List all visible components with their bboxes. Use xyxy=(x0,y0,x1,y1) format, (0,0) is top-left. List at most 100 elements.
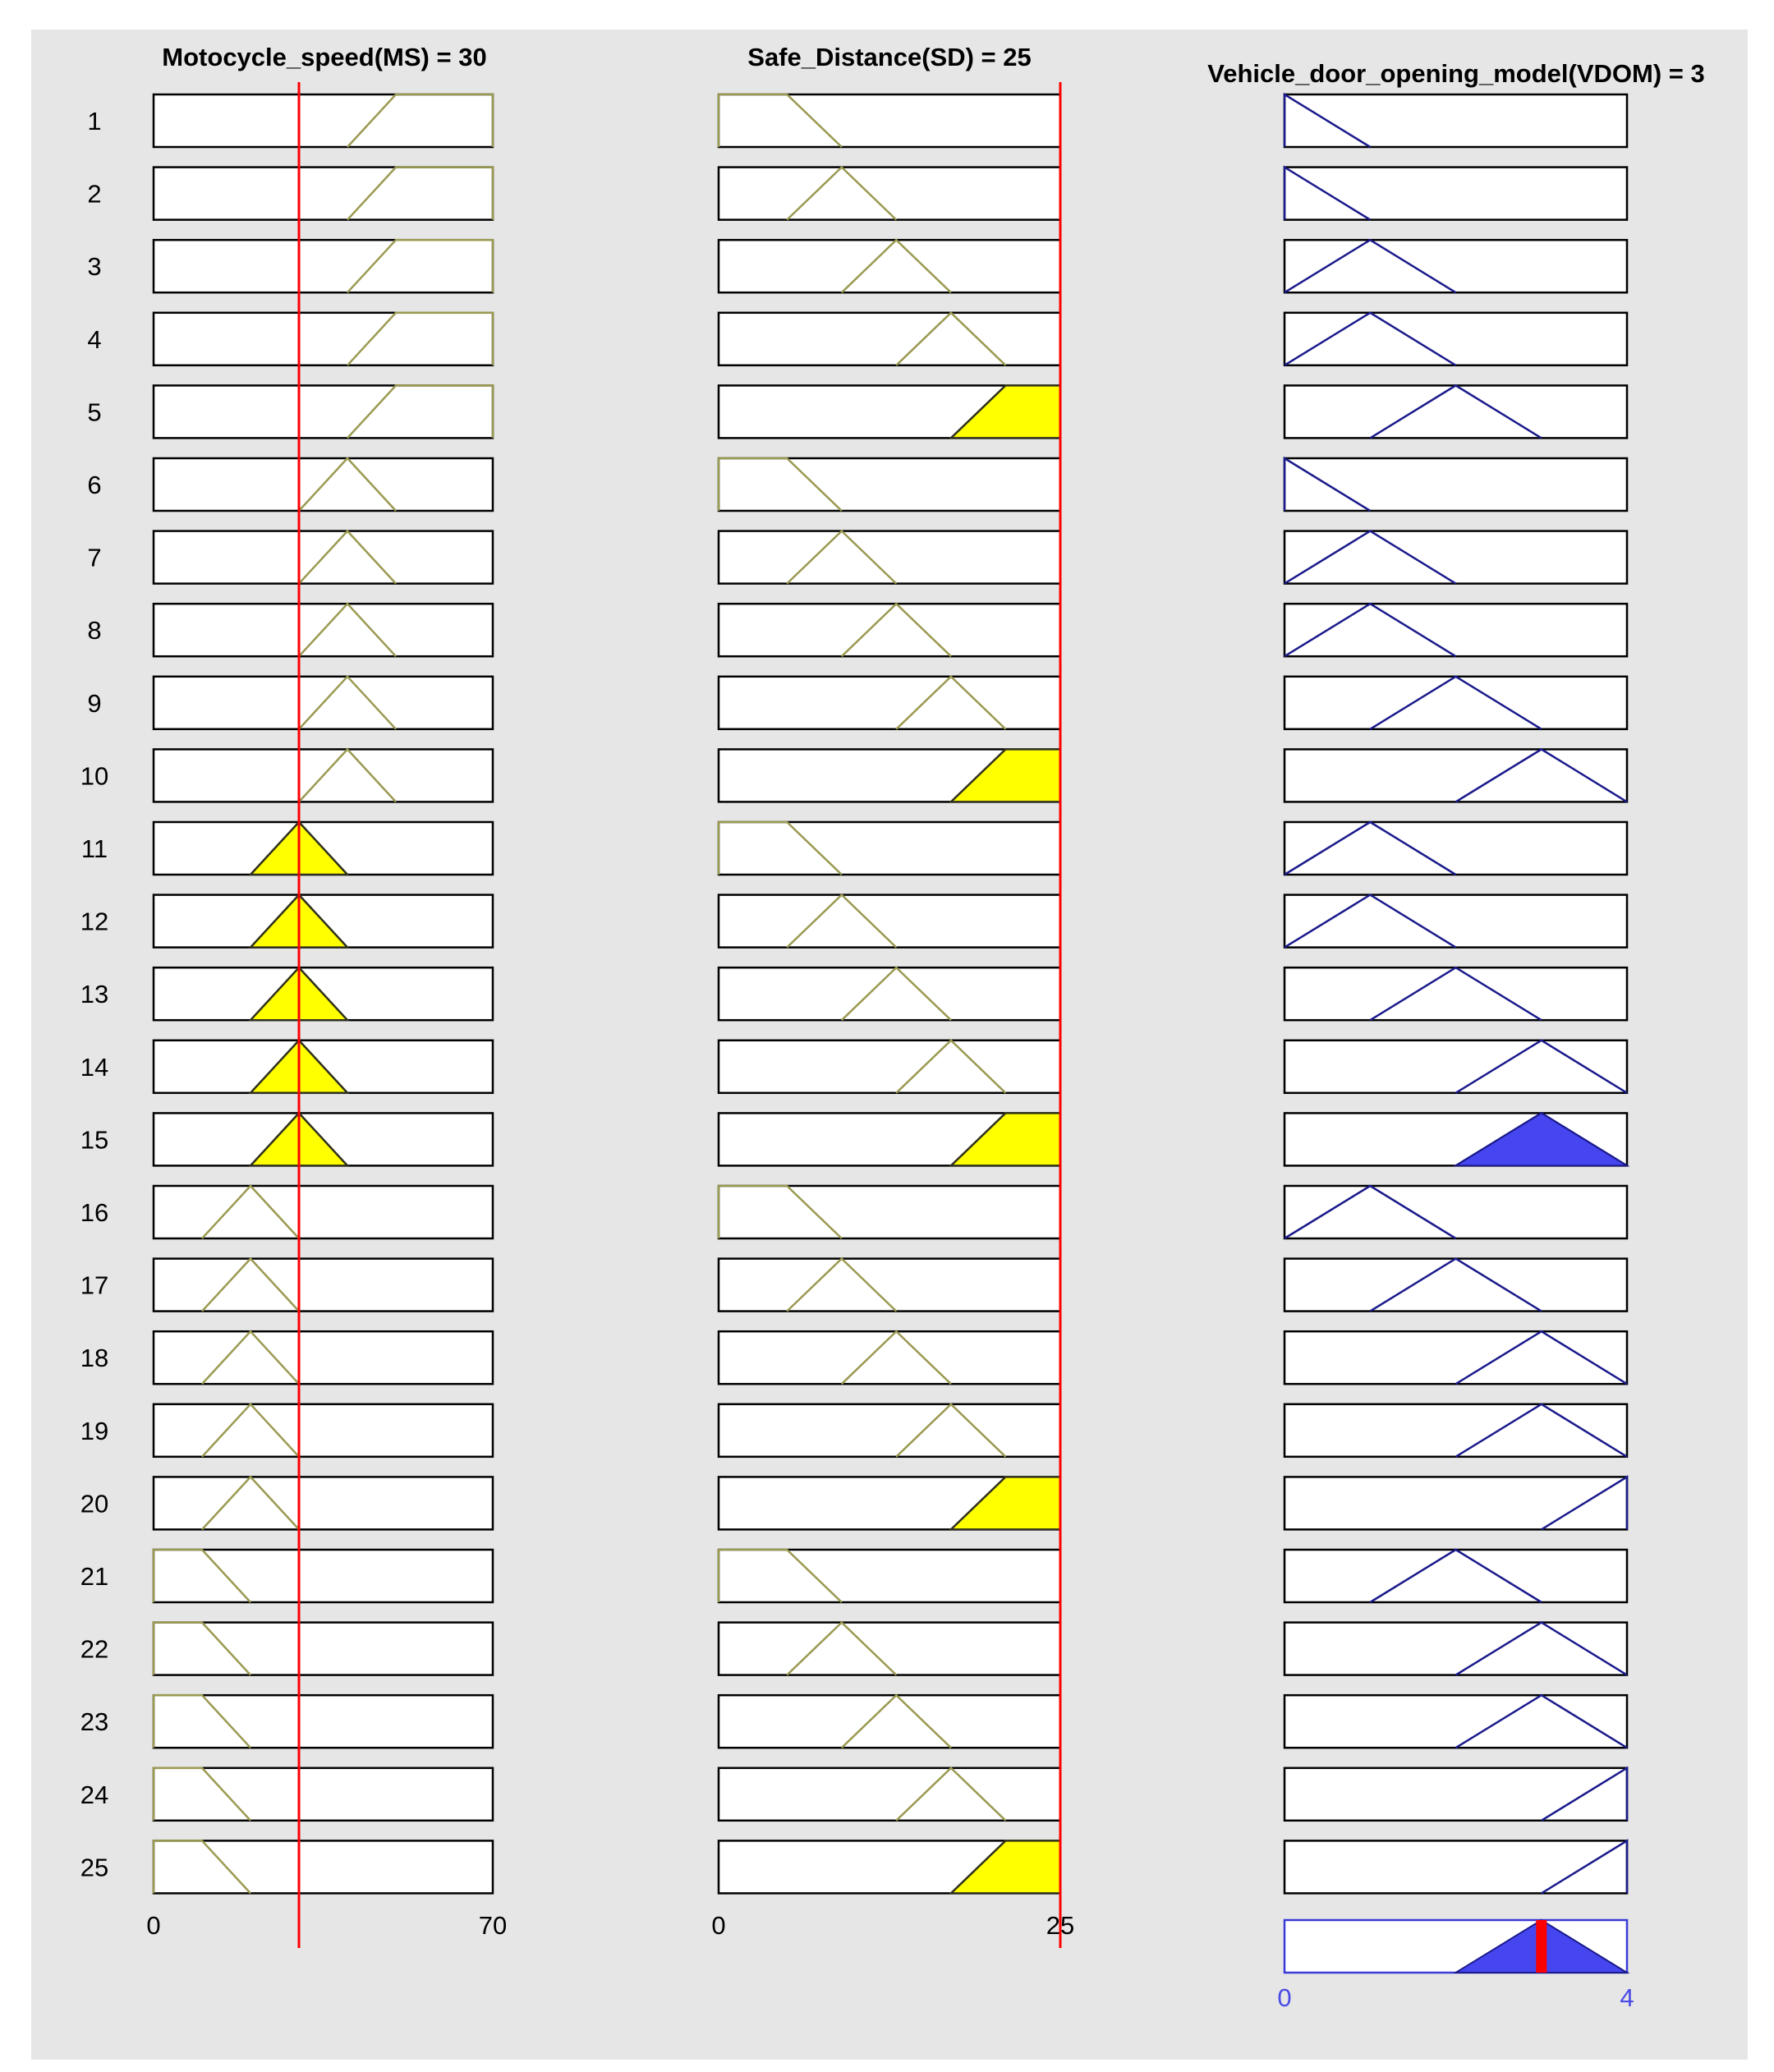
input-2-rule-16-mf xyxy=(717,1184,843,1239)
output-rule-12-box xyxy=(1283,894,1629,949)
input-2-rule-21-mf xyxy=(717,1548,843,1603)
input-1-rule-20-box xyxy=(152,1476,494,1531)
input-2-rule-16-box xyxy=(717,1184,1062,1240)
input-2-rule-8-box xyxy=(717,602,1062,658)
output-tick-min: 0 xyxy=(1277,1983,1291,2012)
output-rule-11-mf xyxy=(1284,820,1457,876)
output-rule-8-box xyxy=(1283,602,1629,658)
output-rule-24-box xyxy=(1283,1766,1629,1822)
input-2-rule-11-box xyxy=(717,820,1062,876)
input-1-rule-20-mf xyxy=(201,1475,300,1531)
input-1-tick-max: 70 xyxy=(479,1911,507,1940)
input-2-rule-12-mf xyxy=(786,893,898,949)
output-rule-23-mf xyxy=(1455,1693,1628,1749)
rule-label-1: 1 xyxy=(87,107,101,136)
output-rule-2-box xyxy=(1283,166,1629,221)
input-2-rule-23-box xyxy=(717,1693,1062,1749)
input-2-rule-3-box xyxy=(717,238,1062,294)
output-rule-18-mf xyxy=(1455,1330,1628,1385)
rule-label-12: 12 xyxy=(80,907,108,936)
output-rule-20-mf xyxy=(1541,1475,1629,1531)
input-1-rule-17-mf xyxy=(201,1257,300,1312)
input-1-rule-21-box xyxy=(152,1548,494,1604)
output-rule-2-mf xyxy=(1283,165,1371,221)
input-1-rule-8-mf xyxy=(298,602,397,658)
input-2-rule-13-box xyxy=(717,966,1062,1022)
output-rule-10-mf xyxy=(1455,747,1628,803)
output-rule-25-box xyxy=(1283,1840,1629,1895)
input-1-rule-18-box xyxy=(152,1330,494,1385)
output-rule-21-box xyxy=(1283,1548,1629,1604)
input-1-rule-22-box xyxy=(152,1621,494,1676)
output-rule-7-mf xyxy=(1284,530,1457,585)
output-rule-20-box xyxy=(1283,1476,1629,1531)
input-1-rule-5-box xyxy=(152,384,494,439)
input-1-title: Motocycle_speed(MS) = 30 xyxy=(162,43,486,71)
output-rule-9-mf xyxy=(1369,675,1542,730)
output-rule-16-box xyxy=(1283,1184,1629,1240)
output-rule-24-mf xyxy=(1541,1766,1629,1822)
input-1-rule-1-mf xyxy=(347,93,494,148)
output-rule-3-mf xyxy=(1284,238,1457,294)
output-rule-17-mf xyxy=(1369,1257,1542,1312)
input-2-rule-18-box xyxy=(717,1330,1062,1385)
output-rule-17-box xyxy=(1283,1257,1629,1312)
input-2-rule-7-mf xyxy=(786,529,898,585)
input-1-rule-23-box xyxy=(152,1693,494,1749)
rule-label-3: 3 xyxy=(87,252,101,281)
rule-label-18: 18 xyxy=(80,1344,108,1372)
input-2-rule-13-mf xyxy=(840,966,952,1022)
rule-label-10: 10 xyxy=(80,761,108,790)
rule-label-17: 17 xyxy=(80,1271,108,1300)
rule-label-14: 14 xyxy=(80,1053,108,1082)
input-2-rule-11-mf xyxy=(717,820,843,875)
input-1-rule-2-mf xyxy=(347,166,494,221)
rule-label-19: 19 xyxy=(80,1417,108,1445)
input-1-rule-10-mf xyxy=(298,747,397,803)
input-1-rule-18-mf xyxy=(201,1330,300,1385)
output-rule-13-box xyxy=(1283,966,1629,1022)
output-rule-14-box xyxy=(1283,1039,1629,1095)
input-1-rule-6-mf xyxy=(298,457,397,512)
output-rule-19-box xyxy=(1283,1403,1629,1459)
rule-label-7: 7 xyxy=(87,544,101,572)
output-rule-1-mf xyxy=(1283,92,1371,149)
output-rule-19-mf xyxy=(1455,1403,1628,1458)
rule-label-24: 24 xyxy=(80,1780,108,1809)
output-rule-3-box xyxy=(1283,238,1629,294)
output-rule-13-mf xyxy=(1369,966,1542,1022)
rule-label-13: 13 xyxy=(80,980,108,1008)
output-rule-11-box xyxy=(1283,820,1629,876)
input-2-rule-24-box xyxy=(717,1766,1062,1822)
input-1-rule-2-box xyxy=(152,166,494,221)
output-rule-22-box xyxy=(1283,1621,1629,1676)
rule-label-20: 20 xyxy=(80,1489,108,1518)
rule-number-labels: 1234567891011121314151617181920212223242… xyxy=(80,107,108,1881)
input-2-rule-2-box xyxy=(717,166,1062,221)
input-1-rule-22-mf xyxy=(152,1621,251,1676)
rule-label-23: 23 xyxy=(80,1707,108,1736)
input-2-rule-22-box xyxy=(717,1621,1062,1676)
output-rule-21-mf xyxy=(1369,1548,1542,1604)
input-2-rule-4-box xyxy=(717,311,1062,367)
input-2-rule-19-box xyxy=(717,1403,1062,1459)
output-column xyxy=(1283,92,1630,1895)
input-2-rule-1-box xyxy=(717,93,1062,149)
input-1-rule-16-mf xyxy=(201,1184,300,1239)
rule-label-11: 11 xyxy=(81,834,108,863)
input-1-rule-3-mf xyxy=(347,238,494,294)
input-1-rule-24-box xyxy=(152,1766,494,1822)
input-2-rule-6-box xyxy=(717,457,1062,512)
output-rule-12-mf xyxy=(1284,894,1457,949)
input-2-rule-9-mf xyxy=(895,675,1007,730)
input-2-rule-4-mf xyxy=(895,311,1007,366)
input-2-rule-3-mf xyxy=(840,238,952,294)
input-2-rule-18-mf xyxy=(840,1330,952,1385)
output-rule-15-fired-area xyxy=(1452,1112,1630,1167)
input-2-tick-max: 25 xyxy=(1046,1911,1074,1940)
input-2-column xyxy=(717,93,1062,1895)
input-2-rule-22-mf xyxy=(786,1620,898,1676)
input-1-rule-19-mf xyxy=(201,1402,300,1458)
rule-label-21: 21 xyxy=(80,1562,108,1591)
